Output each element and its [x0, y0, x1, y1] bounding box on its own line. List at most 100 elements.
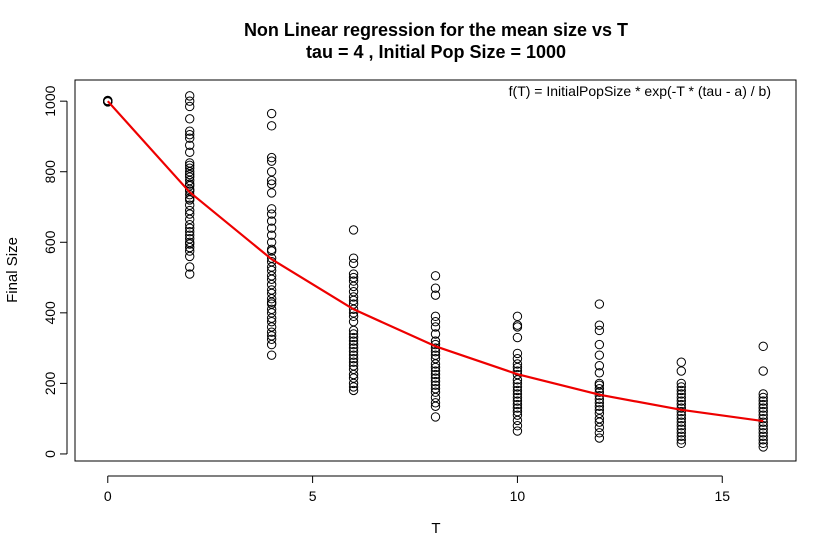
y-axis-label: Final Size	[4, 237, 21, 303]
data-point	[430, 380, 441, 390]
data-point	[430, 376, 441, 387]
data-point	[758, 403, 768, 413]
data-point	[758, 421, 768, 431]
data-point	[348, 325, 359, 336]
data-point	[266, 327, 277, 337]
data-point	[594, 320, 605, 330]
data-point	[676, 431, 686, 442]
data-point	[185, 246, 195, 256]
data-point	[348, 378, 359, 389]
data-point	[348, 385, 359, 396]
data-point	[266, 223, 277, 233]
data-point	[676, 421, 686, 431]
data-point	[594, 361, 605, 371]
data-point	[594, 350, 605, 360]
data-point	[348, 258, 359, 269]
data-point	[430, 362, 441, 373]
data-point	[512, 399, 523, 410]
data-point	[348, 382, 359, 392]
data-point	[103, 96, 113, 107]
data-point	[266, 316, 277, 327]
data-point	[430, 366, 441, 376]
data-point	[758, 442, 768, 452]
data-point	[266, 230, 277, 240]
data-point	[758, 431, 768, 442]
data-point	[758, 396, 768, 406]
data-point	[512, 410, 523, 420]
data-point	[594, 380, 605, 390]
data-point	[512, 415, 523, 426]
data-point	[430, 316, 441, 327]
data-point	[348, 311, 359, 322]
y-tick-label: 1000	[42, 85, 58, 116]
data-point	[512, 426, 523, 436]
data-point	[676, 396, 686, 406]
data-point	[430, 283, 441, 293]
data-point	[594, 398, 605, 408]
data-point	[676, 389, 686, 399]
data-point	[348, 343, 359, 353]
data-point	[348, 292, 359, 302]
data-point	[348, 339, 359, 350]
scatter-points	[103, 91, 768, 452]
data-point	[594, 417, 605, 427]
data-point	[185, 219, 195, 230]
data-point	[185, 169, 195, 180]
data-point	[758, 392, 768, 403]
data-point	[594, 433, 605, 443]
data-point	[676, 424, 686, 434]
data-point	[266, 152, 277, 163]
data-point	[430, 369, 441, 380]
data-point	[430, 329, 441, 339]
x-axis-label: T	[431, 520, 440, 537]
data-point	[758, 413, 768, 424]
data-point	[266, 216, 277, 226]
data-point	[348, 346, 359, 357]
data-point	[185, 209, 195, 219]
data-point	[266, 339, 277, 350]
data-point	[185, 101, 195, 112]
data-point	[430, 398, 441, 408]
data-point	[266, 246, 277, 256]
data-point	[348, 225, 359, 235]
x-axis: 0 5 10 15	[104, 475, 730, 504]
data-point	[594, 299, 605, 309]
data-point	[185, 96, 195, 106]
data-point	[758, 410, 768, 420]
data-point	[266, 156, 277, 166]
data-point	[430, 373, 441, 383]
data-point	[512, 320, 523, 330]
data-point	[185, 223, 195, 233]
data-point	[758, 341, 768, 352]
data-point	[348, 276, 359, 286]
data-point	[348, 281, 359, 292]
x-tick-label: 0	[104, 488, 112, 504]
fit-line	[106, 100, 764, 423]
data-point	[266, 209, 277, 219]
x-tick-label: 5	[309, 488, 317, 504]
data-point	[430, 412, 441, 422]
data-point	[512, 362, 523, 373]
data-point	[676, 428, 686, 438]
data-point	[266, 350, 277, 360]
data-point	[185, 91, 195, 101]
data-point	[348, 357, 359, 367]
data-point	[512, 385, 523, 396]
data-point	[758, 424, 768, 434]
data-point	[758, 389, 768, 399]
data-point	[266, 108, 277, 119]
data-point	[594, 387, 605, 397]
chart-subtitle: tau = 4 , Initial Pop Size = 1000	[306, 42, 566, 62]
data-point	[185, 114, 195, 124]
data-point	[348, 316, 359, 327]
plot-frame	[74, 79, 797, 462]
data-point	[676, 438, 686, 449]
data-point	[512, 359, 523, 369]
data-point	[348, 350, 359, 360]
data-point	[430, 322, 441, 332]
data-point	[185, 129, 195, 140]
data-point	[512, 392, 523, 403]
data-point	[266, 274, 277, 285]
data-point	[430, 387, 441, 397]
data-point	[430, 401, 441, 412]
